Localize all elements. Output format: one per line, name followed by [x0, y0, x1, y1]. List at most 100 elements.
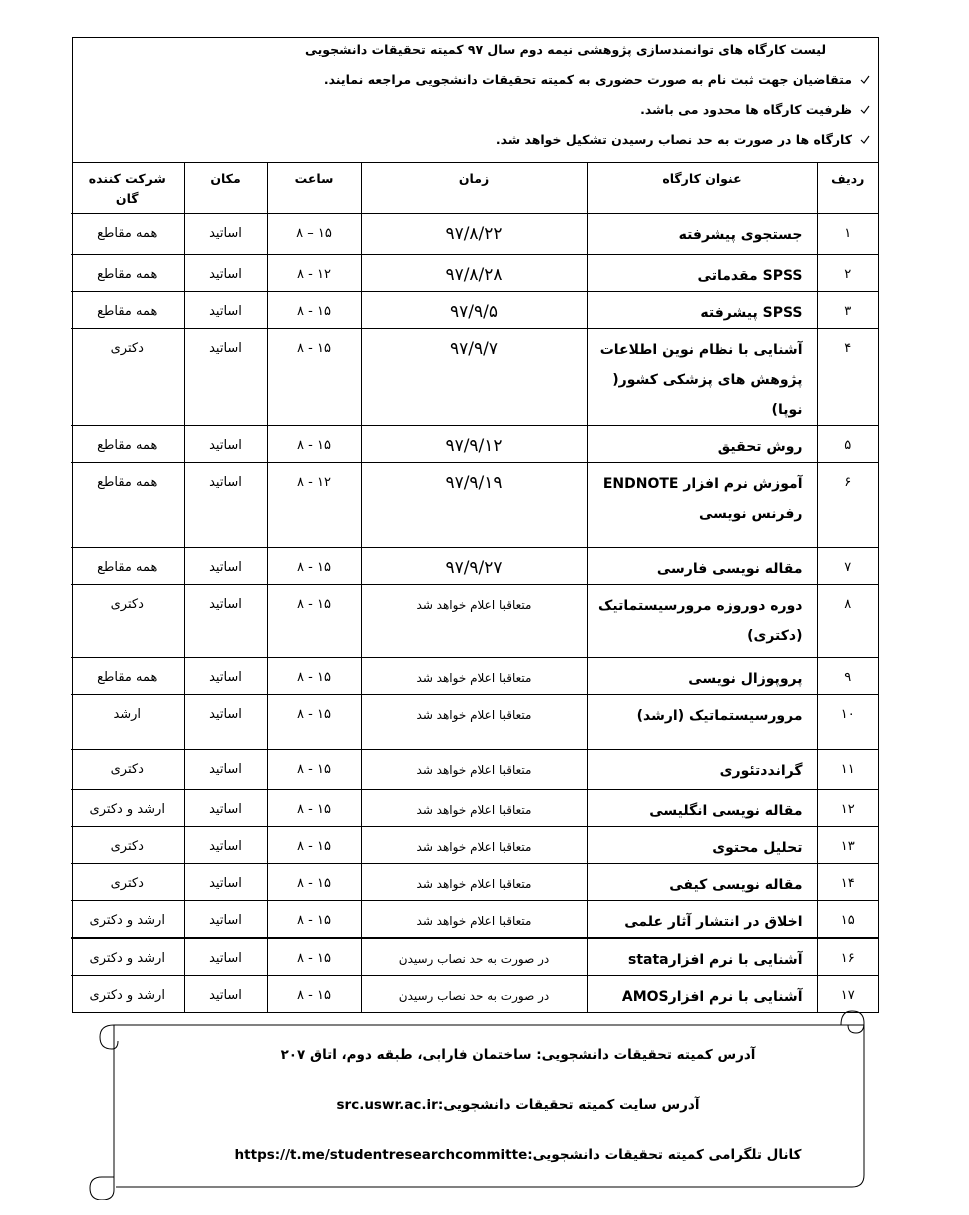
table-row: ۱ جستجوی پیشرفته ۹۷/۸/۲۲ ۸ – ۱۵ اساتید همه مق…	[71, 212, 878, 255]
note-text: متقاضیان جهت ثبت نام به صورت حضوری به کم…	[323, 72, 852, 87]
row-number: ۱۰	[816, 693, 878, 750]
address-line: آدرس سایت کمیته تحقیقات دانشجویی:src.usw…	[336, 1097, 700, 1113]
participants: ارشد و دکتری	[71, 974, 185, 1012]
note-text: ظرفیت کارگاه ها محدود می باشد.	[640, 102, 852, 117]
note-text: کارگاه ها در صورت به حد نصاب رسیدن تشکیل…	[495, 132, 852, 147]
hours: ۸ - ۱۲	[266, 253, 362, 292]
table-row: ۳ SPSS پیشرفته ۹۷/۹/۵ ۸ - ۱۵ اساتید همه مقاطع	[71, 290, 878, 329]
table-row: ۶ آموزش نرم افزار ENDNOTE رفرنس نویسی ۹۷/۹…	[71, 461, 878, 548]
address-scroll: آدرس کمیته تحقیقات دانشجویی: ساختمان فار…	[86, 1005, 870, 1200]
date: متعاقبا اعلام خواهد شد	[360, 656, 588, 695]
participants: ارشد و دکتری	[71, 788, 185, 827]
date: متعاقبا اعلام خواهد شد	[360, 693, 588, 750]
place: اساتید	[183, 862, 268, 901]
hours: ۸ - ۱۲	[266, 461, 362, 548]
row-number: ۳	[816, 290, 878, 329]
date: در صورت به حد نصاب رسیدن	[360, 974, 588, 1012]
place: اساتید	[183, 974, 268, 1012]
workshop-title: گراندد‌تئوری	[586, 748, 818, 790]
table-row: ۲ SPSS مقدماتی ۹۷/۸/۲۸ ۸ - ۱۲ اساتید همه مقاط…	[71, 253, 878, 292]
participants: همه مقاطع	[71, 424, 185, 463]
workshop-title: آشنایی با نرم افزارstata	[586, 937, 818, 976]
check-icon	[860, 105, 870, 114]
column-header: مکان	[183, 163, 268, 214]
hours: ۸ - ۱۵	[266, 327, 362, 426]
participants: همه مقاطع	[71, 656, 185, 695]
hours: ۸ - ۱۵	[266, 656, 362, 695]
hours: ۸ - ۱۵	[266, 583, 362, 658]
column-header: عنوان کارگاه	[586, 163, 818, 214]
workshop-table: ردیف عنوان کارگاه زمان ساعت مکان شرکت کننده گ…	[71, 163, 878, 1012]
participants: ارشد و دکتری	[71, 899, 185, 939]
workshop-title: اخلاق در انتشار آثار علمی	[586, 899, 818, 939]
hours: ۸ - ۱۵	[266, 748, 362, 790]
workshop-title: پروپوزال نویسی	[586, 656, 818, 695]
column-header: شرکت کننده گان	[71, 163, 185, 214]
place: اساتید	[183, 693, 268, 750]
scroll-shape	[89, 1010, 865, 1200]
place: اساتید	[183, 290, 268, 329]
row-number: ۲	[816, 253, 878, 292]
participants: دکتری	[71, 327, 185, 426]
participants: همه مقاطع	[71, 290, 185, 329]
participants: دکتری	[71, 825, 185, 864]
hours: ۸ - ۱۵	[266, 899, 362, 939]
workshop-title: مقاله نویسی کیفی	[586, 862, 818, 901]
workshop-title: مقاله نویسی انگلیسی	[586, 788, 818, 827]
table-row: ۹ پروپوزال نویسی متعاقبا اعلام خواهد شد ۸ -…	[71, 656, 878, 695]
place: اساتید	[183, 424, 268, 463]
table-row: ۸ دوره دوروزه مرورسیستماتیک (دکتری) متعاقب…	[71, 583, 878, 658]
row-number: ۷	[816, 546, 878, 585]
row-number: ۱۲	[816, 788, 878, 827]
place: اساتید	[183, 461, 268, 548]
participants: دکتری	[71, 583, 185, 658]
address-line: کانال تلگرامی کمیته تحقیقات دانشجویی:htt…	[234, 1147, 802, 1163]
header-row: ردیف عنوان کارگاه زمان ساعت مکان شرکت کننده گ…	[71, 163, 878, 214]
workshop-title: آموزش نرم افزار ENDNOTE رفرنس نویسی	[586, 461, 818, 548]
row-number: ۱۷	[816, 974, 878, 1012]
check-icon	[860, 75, 870, 84]
participants: همه مقاطع	[71, 253, 185, 292]
check-icon	[860, 135, 870, 144]
date: ۹۷/۸/۲۲	[360, 212, 588, 255]
place: اساتید	[183, 656, 268, 695]
hours: ۸ - ۱۵	[266, 546, 362, 585]
workshop-title: تحلیل محتوی	[586, 825, 818, 864]
workshop-title: SPSS پیشرفته	[586, 290, 818, 329]
table-row: ۷ مقاله نویسی فارسی ۹۷/۹/۲۷ ۸ - ۱۵ اساتید همه…	[71, 546, 878, 585]
hours: ۸ - ۱۵	[266, 862, 362, 901]
note: ظرفیت کارگاه ها محدود می باشد.	[640, 102, 870, 117]
table-row: ۱۰ مرورسیستماتیک (ارشد) متعاقبا اعلام خواه…	[71, 693, 878, 750]
row-number: ۱۵	[816, 899, 878, 939]
participants: دکتری	[71, 862, 185, 901]
participants: همه مقاطع	[71, 212, 185, 255]
workshop-sheet: لیست کارگاه های توانمندسازی پژوهشی نیمه …	[71, 37, 879, 1013]
participants: ارشد	[71, 693, 185, 750]
column-header: زمان	[360, 163, 588, 214]
note: متقاضیان جهت ثبت نام به صورت حضوری به کم…	[324, 72, 870, 87]
place: اساتید	[183, 546, 268, 585]
place: اساتید	[183, 583, 268, 658]
place: اساتید	[183, 327, 268, 426]
table-row: ۴ آشنایی با نظام نوین اطلاعات پژوهش های پ…	[71, 327, 878, 426]
date: در صورت به حد نصاب رسیدن	[360, 937, 588, 976]
table-row: ۱۳ تحلیل محتوی متعاقبا اعلام خواهد شد ۸ - ۱…	[71, 825, 878, 864]
participants: همه مقاطع	[71, 546, 185, 585]
row-number: ۱۱	[816, 748, 878, 790]
hours: ۸ - ۱۵	[266, 825, 362, 864]
column-header: ردیف	[816, 163, 878, 214]
hours: ۸ - ۱۵	[266, 974, 362, 1012]
row-number: ۶	[816, 461, 878, 548]
date: متعاقبا اعلام خواهد شد	[360, 899, 588, 939]
row-number: ۱	[816, 212, 878, 255]
workshop-title: روش تحقیق	[586, 424, 818, 463]
address-line: آدرس کمیته تحقیقات دانشجویی: ساختمان فار…	[280, 1047, 756, 1063]
workshop-title: دوره دوروزه مرورسیستماتیک (دکتری)	[586, 583, 818, 658]
table-row: ۱۲ مقاله نویسی انگلیسی متعاقبا اعلام خواهد…	[71, 788, 878, 827]
date: متعاقبا اعلام خواهد شد	[360, 825, 588, 864]
place: اساتید	[183, 788, 268, 827]
row-number: ۱۶	[816, 937, 878, 976]
hours: ۸ - ۱۵	[266, 693, 362, 750]
hours: ۸ - ۱۵	[266, 788, 362, 827]
